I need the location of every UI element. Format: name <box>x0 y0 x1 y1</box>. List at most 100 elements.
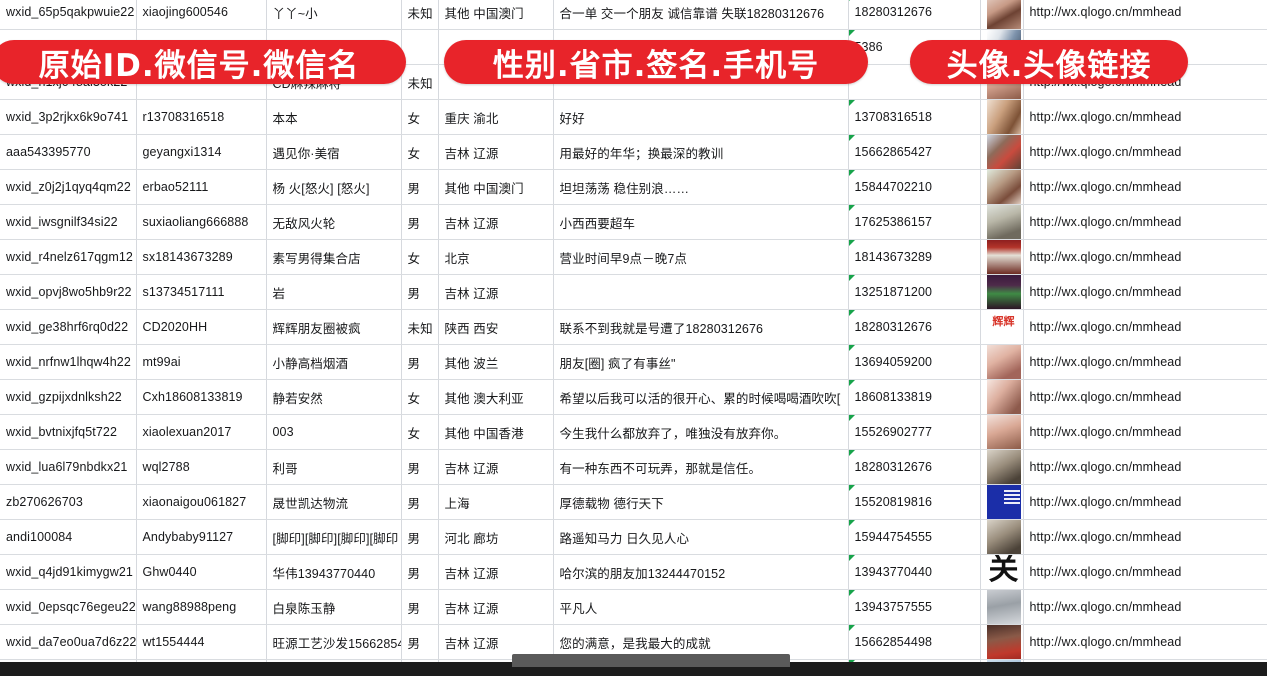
cell-wx_name[interactable]: 素写男得集合店 <box>266 239 402 275</box>
cell-wx_name[interactable]: 静若安然 <box>266 379 402 415</box>
cell-wx_name[interactable]: 利哥 <box>266 449 402 485</box>
cell-avatar[interactable] <box>980 589 1024 625</box>
cell-phone[interactable]: 18280312676 <box>848 449 981 485</box>
cell-gender[interactable]: 未知 <box>401 0 439 30</box>
cell-orig_id[interactable]: wxid_0epsqc76egeu22 <box>0 589 137 625</box>
table-row[interactable]: wxid_nrfnw1lhqw4h22 mt99ai 小静高档烟酒男其他 波兰 朋友[… <box>0 344 1267 380</box>
table-row[interactable]: zb270626703 xiaonaigou061827 晟世凯达物流男上海 厚德载物… <box>0 484 1267 520</box>
cell-region[interactable]: 其他 波兰 <box>438 344 554 380</box>
cell-gender[interactable]: 男 <box>401 344 439 380</box>
cell-wx_name[interactable]: 华伟13943770440 <box>266 554 402 590</box>
cell-signature[interactable]: 用最好的年华；换最深的教训 <box>553 134 849 170</box>
cell-avatar-link[interactable]: http://wx.qlogo.cn/mmhead <box>1023 99 1267 135</box>
cell-wx_name[interactable]: 旺源工艺沙发15662854 <box>266 624 402 660</box>
cell-gender[interactable]: 女 <box>401 99 439 135</box>
cell-wx_id[interactable]: sx18143673289 <box>136 239 267 275</box>
table-row[interactable]: wxid_iwsgnilf34si22 suxiaoliang666888 无敌风火… <box>0 204 1267 240</box>
cell-wx_id[interactable]: wt1554444 <box>136 624 267 660</box>
cell-avatar[interactable] <box>980 659 1024 662</box>
cell-gender[interactable]: 女 <box>401 379 439 415</box>
cell-wx_id[interactable]: xiaonaigou061827 <box>136 484 267 520</box>
cell-avatar[interactable] <box>980 99 1024 135</box>
table-row[interactable]: wxid_65p5qakpwuie22 xiaojing600546 丫丫~小 未知其… <box>0 0 1267 30</box>
cell-avatar[interactable] <box>980 379 1024 415</box>
cell-avatar-link[interactable]: http://wx.qlogo.cn/mmhead <box>1023 169 1267 205</box>
cell-wx_name[interactable]: 无敌风火轮 <box>266 204 402 240</box>
cell-wx_name[interactable] <box>266 659 402 662</box>
cell-region[interactable]: 吉林 辽源 <box>438 589 554 625</box>
cell-wx_id[interactable]: erbao52111 <box>136 169 267 205</box>
cell-orig_id[interactable]: wxid_lua6l79nbdkx21 <box>0 449 137 485</box>
cell-orig_id[interactable]: wxid_bvtnixjfq5t722 <box>0 414 137 450</box>
cell-avatar[interactable] <box>980 344 1024 380</box>
cell-phone[interactable]: 13694059200 <box>848 344 981 380</box>
cell-signature[interactable]: 小西西要超车 <box>553 204 849 240</box>
cell-signature[interactable]: 厚德载物 德行天下 <box>553 484 849 520</box>
cell-wx_id[interactable]: mt99ai <box>136 344 267 380</box>
cell-gender[interactable]: 男 <box>401 204 439 240</box>
cell-orig_id[interactable]: andi100084 <box>0 519 137 555</box>
table-row[interactable]: aaa543395770 geyangxi1314 遇见你·美宿女吉林 辽源 用最好的… <box>0 134 1267 170</box>
table-row[interactable]: wxid_r4nelz617qgm12 sx18143673289 素写男得集合店女… <box>0 239 1267 275</box>
cell-gender[interactable]: 男 <box>401 484 439 520</box>
cell-region[interactable]: 重庆 渝北 <box>438 99 554 135</box>
cell-phone[interactable]: 18280312676 <box>848 0 981 30</box>
cell-wx_id[interactable]: xiaolexuan2017 <box>136 414 267 450</box>
cell-region[interactable]: 河北 廊坊 <box>438 519 554 555</box>
cell-wx_id[interactable]: s13734517111 <box>136 274 267 310</box>
cell-avatar-link[interactable]: http://wx.qlogo.cn/mmhead <box>1023 344 1267 380</box>
cell-avatar-link[interactable]: http://wx.qlogo.cn/mmhead <box>1023 239 1267 275</box>
cell-gender[interactable]: 男 <box>401 449 439 485</box>
table-row[interactable]: wxid_q4jd91kimygw21 Ghw0440 华伟13943770440 男… <box>0 554 1267 590</box>
cell-avatar-link[interactable] <box>1023 659 1267 662</box>
table-row[interactable]: andi100084 Andybaby91127 [脚印][脚印][脚印][脚印男河… <box>0 519 1267 555</box>
cell-orig_id[interactable] <box>0 659 137 662</box>
cell-wx_name[interactable]: 晟世凯达物流 <box>266 484 402 520</box>
cell-signature[interactable]: 好好 <box>553 99 849 135</box>
cell-wx_name[interactable]: 白泉陈玉静 <box>266 589 402 625</box>
cell-region[interactable]: 北京 <box>438 239 554 275</box>
cell-region[interactable]: 吉林 辽源 <box>438 449 554 485</box>
cell-wx_id[interactable]: wang88988peng <box>136 589 267 625</box>
horizontal-scrollbar[interactable] <box>0 654 1267 676</box>
cell-orig_id[interactable]: wxid_3p2rjkx6k9o741 <box>0 99 137 135</box>
cell-phone[interactable]: 15662865427 <box>848 134 981 170</box>
table-row[interactable]: wxid_0epsqc76egeu22 wang88988peng 白泉陈玉静男吉林… <box>0 589 1267 625</box>
cell-avatar[interactable] <box>980 484 1024 520</box>
cell-wx_name[interactable]: 丫丫~小 <box>266 0 402 30</box>
cell-avatar[interactable] <box>980 239 1024 275</box>
cell-signature[interactable]: 平凡人 <box>553 589 849 625</box>
cell-avatar-link[interactable]: http://wx.qlogo.cn/mmhead <box>1023 484 1267 520</box>
cell-orig_id[interactable]: wxid_opvj8wo5hb9r22 <box>0 274 137 310</box>
cell-orig_id[interactable]: wxid_r4nelz617qgm12 <box>0 239 137 275</box>
cell-wx_name[interactable]: 本本 <box>266 99 402 135</box>
cell-signature[interactable]: 坦坦荡荡 稳住别浪…… <box>553 169 849 205</box>
cell-wx_id[interactable]: Andybaby91127 <box>136 519 267 555</box>
cell-region[interactable]: 其他 中国香港 <box>438 414 554 450</box>
cell-phone[interactable]: 15662854498 <box>848 624 981 660</box>
cell-wx_name[interactable]: 003 <box>266 414 402 450</box>
cell-gender[interactable]: 未知 <box>401 309 439 345</box>
cell-gender[interactable]: 女 <box>401 134 439 170</box>
cell-gender[interactable]: 男 <box>401 554 439 590</box>
cell-avatar[interactable] <box>980 309 1024 345</box>
cell-avatar-link[interactable]: http://wx.qlogo.cn/mmhead <box>1023 519 1267 555</box>
cell-signature[interactable]: 路遥知马力 日久见人心 <box>553 519 849 555</box>
cell-avatar[interactable] <box>980 554 1024 590</box>
cell-orig_id[interactable]: wxid_z0j2j1qyq4qm22 <box>0 169 137 205</box>
cell-gender[interactable]: 男 <box>401 519 439 555</box>
table-row[interactable]: wxid_gzpijxdnlksh22 Cxh18608133819 静若安然女其他… <box>0 379 1267 415</box>
cell-avatar[interactable] <box>980 134 1024 170</box>
cell-wx_id[interactable]: CD2020HH <box>136 309 267 345</box>
cell-region[interactable]: 吉林 辽源 <box>438 554 554 590</box>
cell-signature[interactable] <box>553 274 849 310</box>
cell-phone[interactable]: 18280312676 <box>848 309 981 345</box>
spreadsheet-viewport[interactable]: wxid_65p5qakpwuie22 xiaojing600546 丫丫~小 未知其… <box>0 0 1267 662</box>
cell-avatar-link[interactable]: http://wx.qlogo.cn/mmhead <box>1023 414 1267 450</box>
cell-gender[interactable]: 未知 <box>401 64 439 100</box>
cell-phone[interactable]: 13708316518 <box>848 99 981 135</box>
table-row[interactable]: wxid_ge38hrf6rq0d22 CD2020HH 辉辉朋友圈被疯 未知 陕西 西… <box>0 309 1267 345</box>
cell-avatar[interactable] <box>980 204 1024 240</box>
cell-wx_name[interactable]: 岩 <box>266 274 402 310</box>
contacts-table[interactable]: wxid_65p5qakpwuie22 xiaojing600546 丫丫~小 未知其… <box>0 0 1267 662</box>
